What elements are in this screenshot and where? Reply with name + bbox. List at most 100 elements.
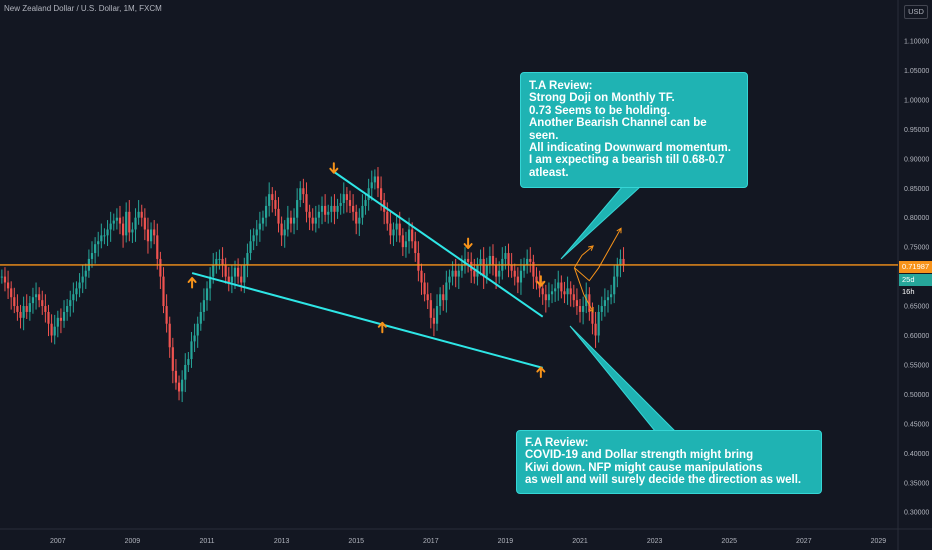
candle-body xyxy=(100,235,103,242)
candle-body xyxy=(112,220,115,224)
candle-body xyxy=(59,317,63,321)
candle-body xyxy=(454,270,457,277)
countdown-tag: 25d 16h xyxy=(899,274,932,296)
candle-body xyxy=(317,211,321,218)
x-tick-label: 2017 xyxy=(423,538,439,545)
arrow-down-icon xyxy=(463,237,473,250)
candle-body xyxy=(56,317,59,327)
candle-body xyxy=(594,323,597,336)
candle-body xyxy=(121,223,125,236)
candle-body xyxy=(591,311,594,324)
candle-body xyxy=(547,294,551,301)
candle-body xyxy=(585,294,588,307)
candle-body xyxy=(53,326,56,336)
projection-path[interactable] xyxy=(573,245,594,269)
candle-body xyxy=(174,370,178,383)
candle-body xyxy=(38,294,41,301)
candle-body xyxy=(439,294,442,307)
candle-body xyxy=(345,194,348,201)
candle-body xyxy=(19,311,22,318)
candle-body xyxy=(442,294,445,301)
candle-body xyxy=(156,235,159,259)
candle-body xyxy=(457,270,460,277)
candle-body xyxy=(177,382,181,392)
channel-line[interactable] xyxy=(333,170,544,318)
candle-body xyxy=(535,276,538,283)
candle-body xyxy=(417,253,420,271)
candle-body xyxy=(115,217,118,221)
symbol-header[interactable]: New Zealand Dollar / U.S. Dollar, 1M, FX… xyxy=(4,4,162,13)
channel-trendlines[interactable] xyxy=(191,170,544,369)
candle-series xyxy=(0,167,625,403)
candle-body xyxy=(286,217,289,230)
y-tick-label: 0.30000 xyxy=(904,510,929,517)
projection-arrowhead xyxy=(616,227,622,234)
candle-body xyxy=(622,258,625,265)
candle-body xyxy=(128,211,131,233)
y-tick-label: 0.90000 xyxy=(904,156,929,163)
x-tick-label: 2011 xyxy=(199,538,214,545)
candle-body xyxy=(227,276,230,283)
y-tick-label: 0.95000 xyxy=(904,127,929,134)
candle-body xyxy=(482,258,485,277)
candle-body xyxy=(233,267,237,277)
candle-body xyxy=(504,253,507,259)
projection-path[interactable] xyxy=(574,228,622,282)
candle-body xyxy=(370,182,373,189)
candle-body xyxy=(376,176,380,189)
candle-body xyxy=(289,217,293,224)
candle-body xyxy=(361,205,364,218)
x-tick-label: 2021 xyxy=(572,538,588,545)
candle-body xyxy=(31,297,35,304)
candle-body xyxy=(78,282,81,289)
candle-body xyxy=(613,276,616,295)
candle-body xyxy=(72,294,75,301)
candle-body xyxy=(106,229,109,236)
candle-body xyxy=(448,276,451,283)
candle-body xyxy=(230,276,233,283)
candle-body xyxy=(202,300,206,312)
swing-markers xyxy=(187,162,546,379)
ta-review-note[interactable]: T.A Review: Strong Doji on Monthly TF. 0… xyxy=(520,72,748,188)
candle-body xyxy=(296,200,299,218)
fa-review-note[interactable]: F.A Review: COVID-19 and Dollar strength… xyxy=(516,430,822,494)
projection-path[interactable] xyxy=(573,267,594,313)
candle-body xyxy=(435,306,439,324)
candle-body xyxy=(488,255,491,265)
x-tick-label: 2015 xyxy=(348,538,364,545)
x-tick-label: 2009 xyxy=(125,538,141,545)
candle-body xyxy=(358,217,361,224)
projection-paths[interactable] xyxy=(573,227,622,313)
candle-body xyxy=(330,205,333,212)
channel-line[interactable] xyxy=(191,272,543,369)
candle-body xyxy=(25,306,28,312)
candle-body xyxy=(389,223,392,236)
x-tick-label: 2025 xyxy=(721,538,737,545)
candle-body xyxy=(320,205,324,212)
candle-body xyxy=(165,306,168,324)
candle-body xyxy=(491,255,495,265)
candle-body xyxy=(336,205,339,212)
candle-body xyxy=(426,294,429,301)
candle-body xyxy=(255,229,258,236)
candle-body xyxy=(619,258,622,265)
candle-body xyxy=(94,244,97,254)
candle-body xyxy=(451,270,454,277)
candle-body xyxy=(404,241,408,248)
candle-body xyxy=(137,211,140,218)
candle-body xyxy=(187,359,190,365)
candle-body xyxy=(473,270,476,277)
candle-body xyxy=(66,306,69,312)
candle-body xyxy=(420,270,423,283)
candle-body xyxy=(97,241,100,245)
candle-body xyxy=(22,306,25,318)
candle-body xyxy=(578,306,582,312)
candle-body xyxy=(339,202,342,206)
candle-body xyxy=(510,264,513,271)
candle-body xyxy=(373,176,376,183)
y-tick-label: 0.75000 xyxy=(904,245,929,252)
candle-body xyxy=(268,194,271,206)
currency-button[interactable]: USD xyxy=(904,5,928,19)
candle-body xyxy=(50,323,53,336)
